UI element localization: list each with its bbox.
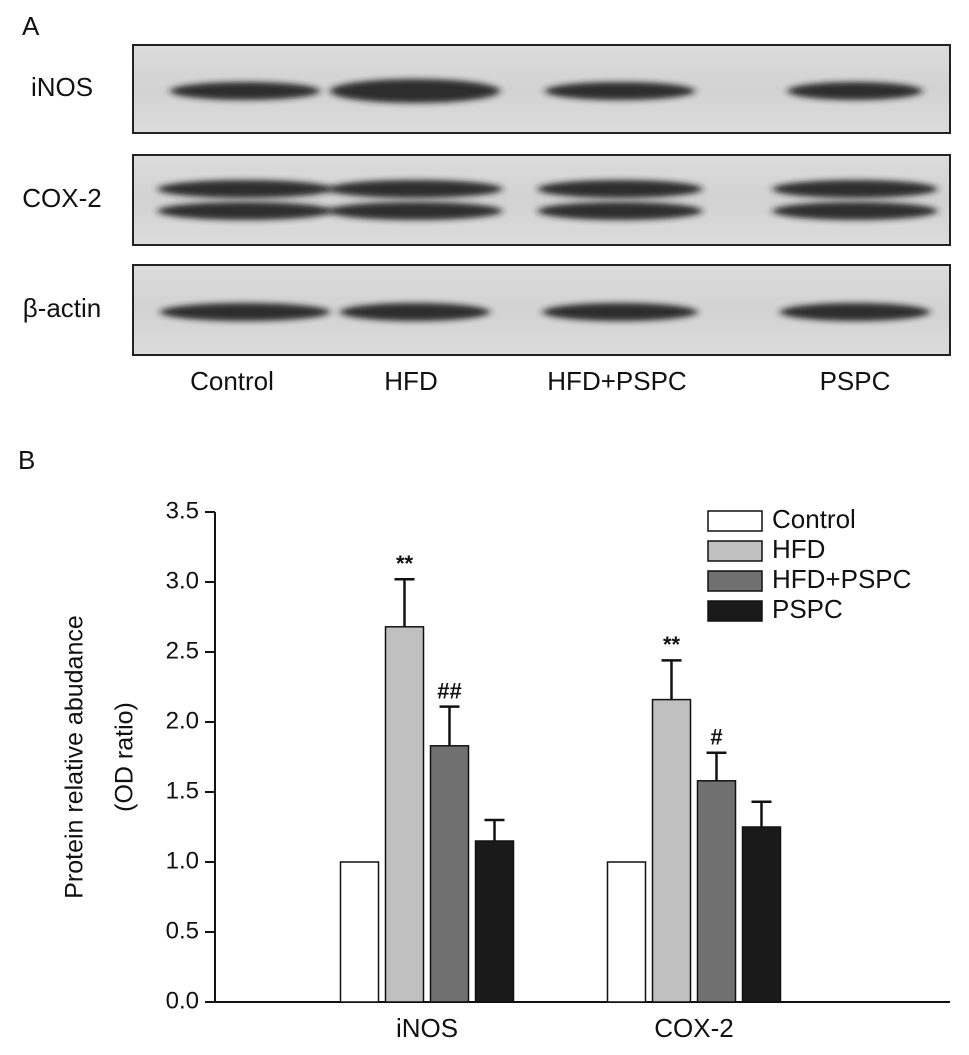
y-tick-label: 1.5 [166, 777, 199, 804]
blot-frame [132, 154, 951, 246]
y-tick-label: 2.5 [166, 637, 199, 664]
bar [651, 698, 692, 1003]
bar [429, 745, 470, 1003]
bar [474, 840, 515, 1003]
blot-lane-label: Control [190, 366, 274, 396]
blot-band [542, 303, 698, 321]
panel-label: A [22, 11, 40, 41]
blot-band [160, 303, 330, 321]
blot-band [340, 303, 490, 321]
legend-swatch [707, 510, 763, 532]
legend-label: PSPC [772, 594, 843, 624]
blot-band [327, 202, 503, 220]
blot-row-label: iNOS [31, 72, 93, 102]
blot-band [545, 82, 695, 100]
blot-lane-label: HFD [384, 366, 437, 396]
blot-band [537, 202, 703, 220]
blot-band [330, 79, 500, 103]
blot-band [170, 82, 320, 100]
blot-row-label: β-actin [23, 293, 102, 323]
blot-lane-label: HFD+PSPC [547, 366, 686, 396]
bar [696, 780, 737, 1003]
bar [606, 861, 647, 1003]
blot-band [157, 202, 333, 220]
blot-lane-label: PSPC [820, 366, 891, 396]
panel-label: B [18, 445, 35, 475]
blot-band [327, 180, 503, 198]
blot-band [772, 202, 938, 220]
x-tick-label: COX-2 [654, 1013, 733, 1043]
y-tick-label: 0.0 [166, 987, 199, 1014]
blot-band [537, 180, 703, 198]
blot-band [787, 82, 923, 100]
legend-label: HFD [772, 534, 825, 564]
significance-label: ## [437, 678, 461, 703]
blot-band [780, 303, 930, 321]
blot-row-label: COX-2 [22, 183, 101, 213]
y-axis-label-line: (OD ratio) [111, 702, 139, 812]
legend-swatch [707, 600, 763, 622]
legend-label: HFD+PSPC [772, 564, 911, 594]
y-tick-label: 0.5 [166, 917, 199, 944]
y-tick-label: 3.5 [166, 497, 199, 524]
legend-swatch [707, 570, 763, 592]
significance-label: ** [396, 551, 414, 576]
legend-swatch [707, 540, 763, 562]
y-axis-label-line: Protein relative abudance [61, 615, 89, 899]
legend-label: Control [772, 504, 856, 534]
y-tick-label: 2.0 [166, 707, 199, 734]
y-tick-label: 3.0 [166, 567, 199, 594]
bar [384, 626, 425, 1003]
bar [339, 861, 380, 1003]
y-tick-label: 1.0 [166, 847, 199, 874]
blot-band [772, 180, 938, 198]
x-tick-label: iNOS [396, 1013, 458, 1043]
significance-label: ** [663, 632, 681, 657]
y-axis-label: Protein relative abudance (OD ratio) [61, 615, 139, 899]
significance-label: # [710, 725, 722, 750]
bar [741, 826, 782, 1003]
blot-band [157, 180, 333, 198]
